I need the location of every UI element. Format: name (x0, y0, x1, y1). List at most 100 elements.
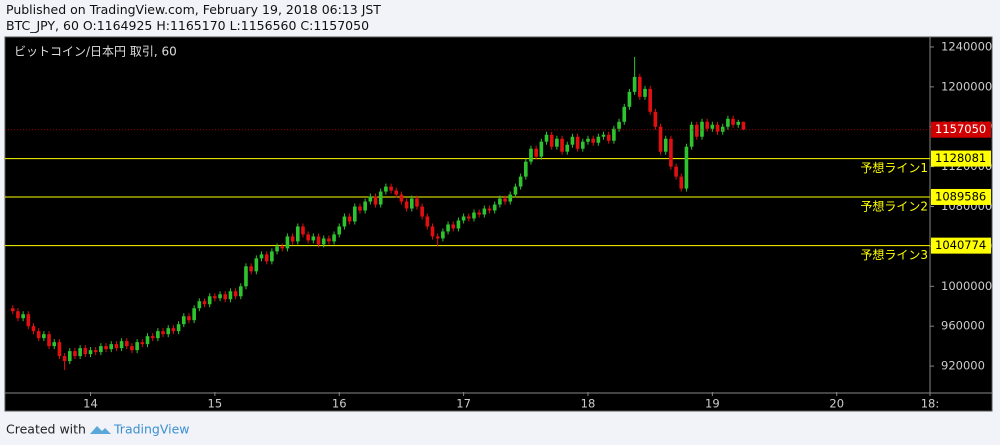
candle-body (104, 346, 108, 350)
candle-body (161, 331, 165, 335)
candle-body (492, 204, 497, 211)
candle-body (461, 216, 466, 221)
candle-body (26, 314, 31, 327)
candle-body (627, 91, 632, 107)
candle-body (181, 316, 186, 325)
y-tick-label: 1200000 (941, 79, 992, 93)
chart-title: ビットコイン/日本円 取引, 60 (14, 45, 177, 59)
candle-body (378, 191, 383, 205)
candle-body (321, 238, 326, 245)
candle-body (705, 121, 709, 129)
candle-body (612, 128, 616, 141)
candle-body (47, 334, 51, 347)
candle-body (580, 141, 585, 149)
candle-body (259, 254, 264, 259)
x-tick-label: 19 (705, 397, 720, 411)
candle-body (213, 296, 217, 299)
candle-body (171, 328, 176, 332)
candle-body (254, 258, 259, 272)
candle-body (150, 336, 155, 339)
candle-body (244, 266, 248, 287)
candle-body (207, 296, 212, 305)
candle-body (202, 301, 207, 305)
candle-body (119, 341, 124, 349)
candle-body (306, 234, 310, 241)
candle-body (280, 246, 285, 249)
level-tag (931, 237, 991, 254)
candle-body (586, 138, 590, 142)
candle-body (596, 136, 601, 143)
candle-body (363, 201, 367, 211)
candle-body (674, 166, 678, 177)
candle-body (311, 236, 316, 241)
candle-body (295, 226, 300, 242)
candle-body (663, 138, 668, 152)
level-label: 予想ライン1 (860, 160, 928, 175)
candle-body (301, 226, 305, 235)
candle-body (197, 301, 202, 309)
last-price-tag (931, 121, 991, 138)
candle-body (409, 198, 414, 209)
candle-body (669, 138, 673, 167)
candle-body (285, 236, 290, 249)
x-tick-label: 14 (83, 397, 98, 411)
level-value: 1128081 (935, 151, 986, 165)
candle-body (741, 121, 746, 130)
candle-body (679, 176, 684, 189)
y-tick-label: 920000 (941, 359, 985, 373)
y-tick-label: 960000 (941, 319, 985, 333)
candle-body (264, 254, 269, 262)
candle-body (83, 348, 88, 355)
candle-body (21, 314, 25, 319)
candle-body (347, 216, 352, 222)
candle-body (591, 138, 595, 143)
candle-body (114, 344, 119, 349)
candle-body (451, 224, 456, 229)
candle-body (446, 224, 450, 232)
candle-body (156, 331, 160, 339)
level-label: 予想ライン2 (860, 198, 928, 213)
candle-body (187, 316, 191, 321)
candle-body (710, 124, 715, 129)
candle-body (10, 308, 15, 312)
x-tick-label: 16 (332, 397, 347, 411)
candle-body (487, 208, 492, 211)
candle-body (249, 266, 253, 272)
created-with: Created with (6, 422, 86, 437)
candle-body (684, 146, 689, 189)
candle-body (140, 342, 145, 345)
y-tick-label: 1240000 (941, 39, 992, 53)
x-tick-label: 15 (208, 397, 223, 411)
candle-body (560, 138, 564, 152)
candle-body (622, 106, 627, 122)
level-value: 1040774 (935, 238, 986, 252)
x-tick-label: 17 (456, 397, 471, 411)
candle-body (124, 341, 129, 347)
candle-body (327, 238, 331, 242)
candle-body (31, 326, 36, 332)
candle-body (534, 148, 538, 157)
chart-panel (4, 36, 993, 412)
ohlc-line: BTC_JPY, 60 O:1164925 H:1165170 L:115656… (6, 18, 370, 33)
candle-body (238, 286, 243, 297)
candle-body (384, 186, 388, 192)
level-label: 予想ライン3 (860, 247, 928, 262)
candle-body (145, 336, 150, 345)
candle-body (78, 348, 82, 357)
candle-body (93, 350, 98, 353)
candle-body (233, 291, 238, 297)
candle-body (16, 311, 20, 319)
candle-body (57, 342, 62, 357)
candle-body (415, 198, 419, 207)
candle-body (477, 212, 481, 215)
candle-body (518, 176, 523, 187)
candle-body (368, 196, 373, 202)
candle-body (565, 144, 570, 152)
candle-body (337, 226, 342, 235)
candle-body (544, 134, 549, 142)
candle-body (88, 350, 93, 355)
candle-body (539, 141, 544, 157)
candle-body (99, 346, 103, 353)
candle-body (425, 216, 430, 227)
